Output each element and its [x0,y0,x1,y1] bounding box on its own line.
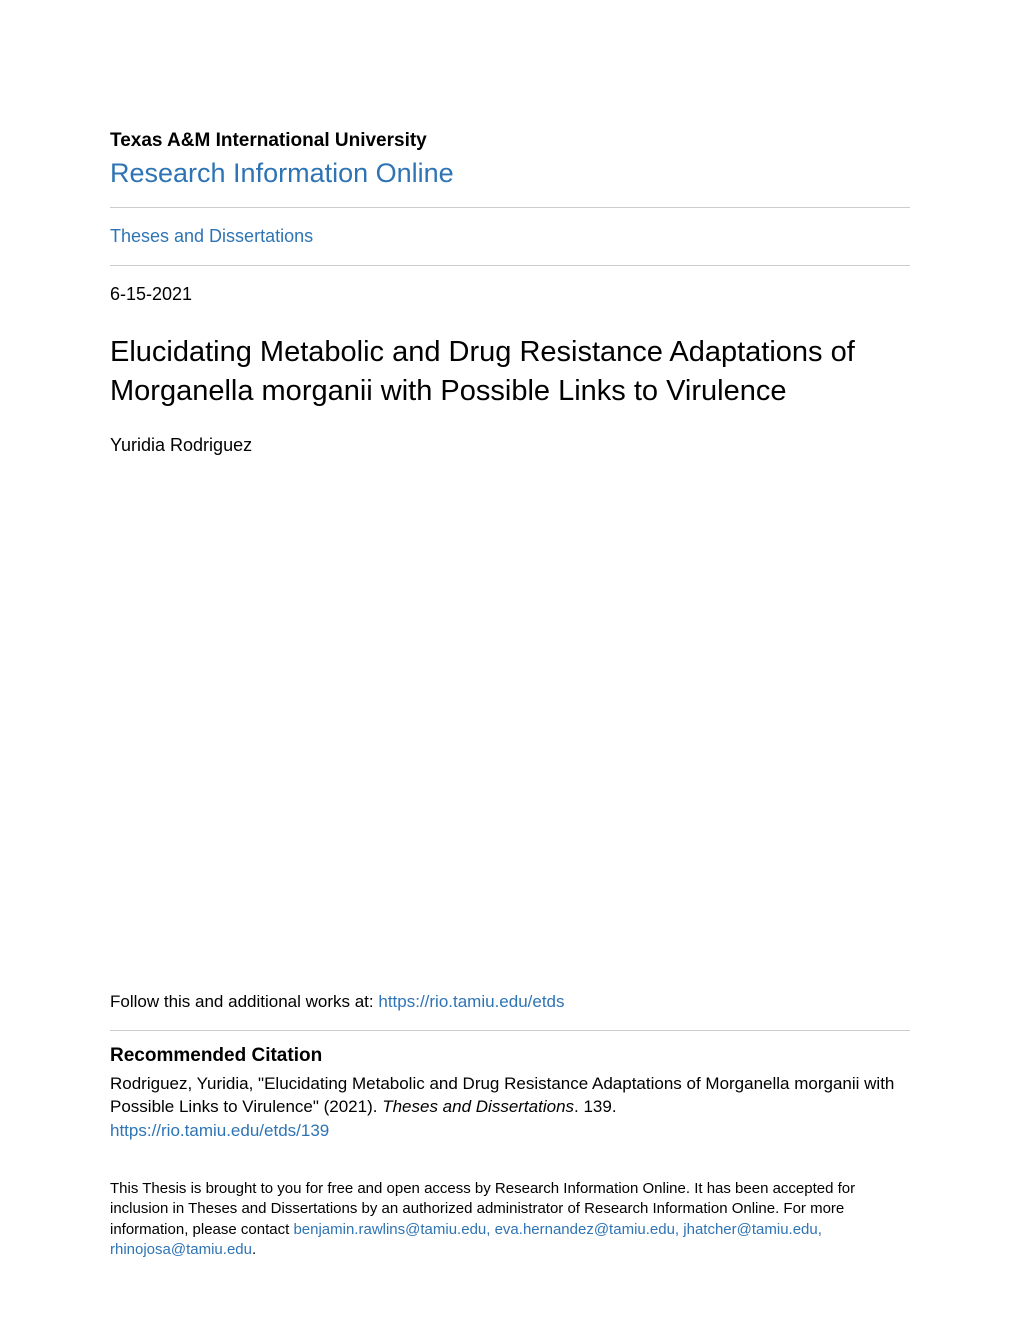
citation-series: Theses and Dissertations [382,1097,574,1116]
citation-text: Rodriguez, Yuridia, "Elucidating Metabol… [110,1073,910,1119]
publication-date: 6-15-2021 [110,266,910,333]
follow-prefix: Follow this and additional works at: [110,992,378,1011]
author-name: Yuridia Rodriguez [110,435,910,456]
lower-block: Follow this and additional works at: htt… [110,992,910,1260]
citation-after: . 139. [574,1097,617,1116]
institution-name: Texas A&M International University [110,130,910,152]
footer-after: . [252,1241,256,1258]
collection-link[interactable]: Theses and Dissertations [110,208,910,265]
recommended-citation-heading: Recommended Citation [110,1031,910,1067]
follow-url[interactable]: https://rio.tamiu.edu/etds [378,992,564,1011]
permalink[interactable]: https://rio.tamiu.edu/etds/139 [110,1121,910,1141]
footer-note: This Thesis is brought to you for free a… [110,1179,910,1260]
document-title: Elucidating Metabolic and Drug Resistanc… [110,333,910,411]
repository-link[interactable]: Research Information Online [110,158,910,189]
follow-line: Follow this and additional works at: htt… [110,992,910,1012]
